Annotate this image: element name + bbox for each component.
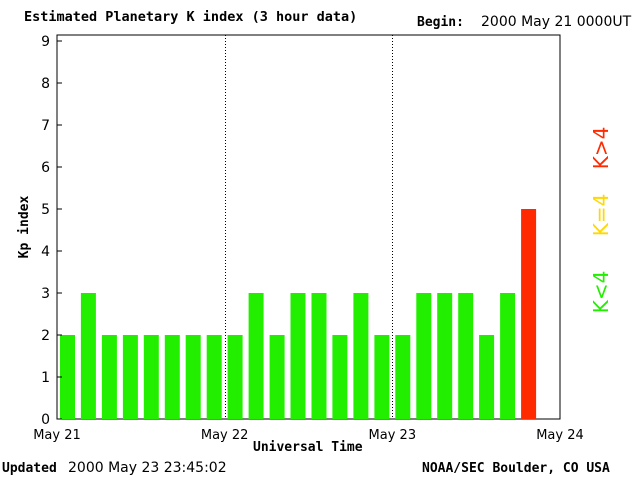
x-axis: May 21 May 22 May 23 May 24 [33,428,584,443]
kp-bar [458,293,474,419]
kp-bar [101,335,117,419]
legend: K<4 K=4 K>4 [589,127,613,314]
kp-bar [227,335,243,419]
updated-label: Updated [2,461,57,476]
kp-bar [395,335,411,419]
y-tick-label: 4 [41,244,50,260]
y-tick-label: 0 [41,412,50,428]
begin-label: Begin: [417,15,464,30]
kp-bar [332,335,348,419]
kp-bar [143,335,159,419]
kp-bar [353,293,369,419]
kp-bar [521,209,537,419]
begin-value: 2000 May 21 0000UT [481,14,632,30]
bars [60,209,537,419]
updated-value: 2000 May 23 23:45:02 [68,460,227,476]
kp-bar [311,293,327,419]
x-axis-label: Universal Time [253,440,363,455]
legend-entry: K<4 [589,271,613,314]
y-tick-label: 7 [41,118,50,134]
legend-entry: K>4 [589,127,613,170]
y-tick-label: 2 [41,328,50,344]
kp-bar [416,293,432,419]
kp-bar [80,293,96,419]
kp-bar [437,293,453,419]
chart-title: Estimated Planetary K index (3 hour data… [24,9,358,25]
x-tick-label: May 21 [33,428,81,443]
y-tick-label: 8 [41,76,50,92]
kp-bar [290,293,306,419]
kp-bar [248,293,264,419]
x-tick-label: May 24 [536,428,584,443]
kp-bar [60,335,75,419]
y-axis-label: Kp index [17,196,32,259]
y-tick-label: 6 [41,160,50,176]
y-tick-label: 3 [41,286,50,302]
kp-bar [269,335,285,419]
credit-text: NOAA/SEC Boulder, CO USA [422,461,610,476]
y-tick-label: 5 [41,202,50,218]
day-divider-lines [225,35,393,419]
plot-border [56,34,561,420]
x-tick-label: May 23 [369,428,417,443]
kp-bar [206,335,222,419]
kp-bar [374,335,390,419]
x-tick-label: May 22 [201,428,249,443]
y-tick-label: 9 [41,34,50,50]
kp-bar [164,335,180,419]
kp-bar [122,335,138,419]
y-axis: 0 1 2 3 4 5 6 7 8 9 [41,34,62,428]
legend-entry: K=4 [589,194,613,237]
plot-area [56,34,561,420]
kp-bar [500,293,516,419]
kp-bar [479,335,495,419]
kp-bar [185,335,201,419]
y-tick-label: 1 [41,370,50,386]
